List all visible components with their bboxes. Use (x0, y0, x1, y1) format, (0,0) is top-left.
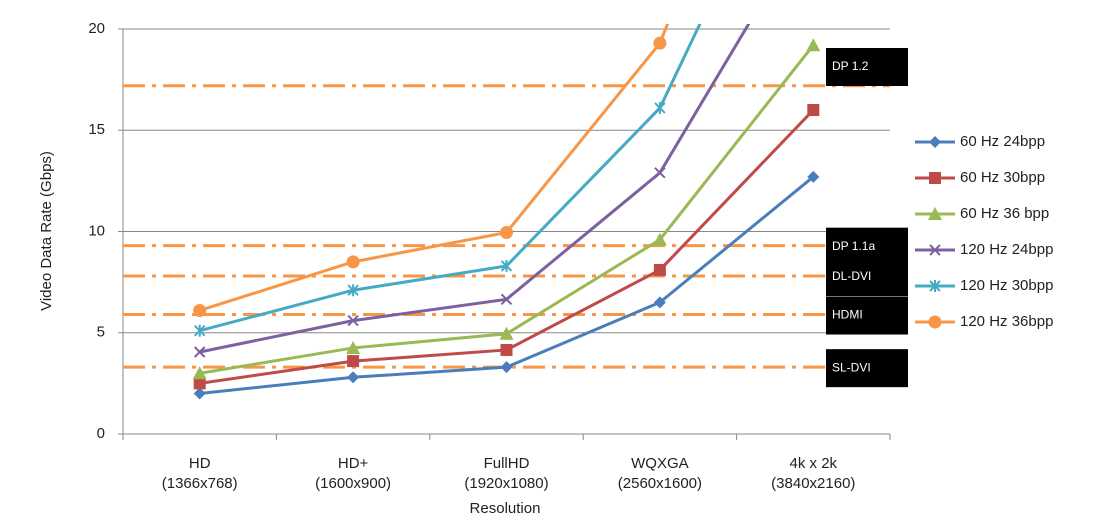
y-tick-label: 15 (88, 121, 105, 138)
x-tick-label: (1600x900) (315, 475, 391, 492)
reference-label-box (826, 296, 908, 335)
marker (500, 361, 513, 374)
legend-label: 60 Hz 36 bpp (960, 205, 1049, 222)
legend-label: 60 Hz 30bpp (960, 169, 1045, 186)
marker (193, 324, 206, 337)
reference-label-box (826, 349, 908, 388)
marker (500, 343, 513, 356)
x-tick-label: HD (189, 455, 211, 472)
marker (346, 255, 360, 269)
marker (347, 314, 359, 327)
marker (499, 326, 514, 340)
marker (806, 38, 821, 52)
marker (807, 104, 820, 116)
marker (193, 387, 206, 400)
series-line (199, 44, 815, 375)
marker (500, 293, 513, 306)
marker (347, 355, 360, 368)
legend-marker (929, 172, 941, 184)
legend-label: 120 Hz 36bpp (960, 313, 1053, 330)
x-tick-label: FullHD (484, 455, 530, 472)
marker (654, 101, 666, 114)
marker (193, 346, 206, 358)
x-tick-label: HD+ (338, 455, 369, 472)
y-axis-title: Video Data Rate (Gbps) (38, 151, 55, 311)
marker (347, 371, 360, 384)
reference-label: HDMI (832, 308, 863, 322)
reference-label: DP 1.2 (832, 59, 869, 73)
reference-label-box (826, 258, 908, 297)
marker (653, 36, 667, 50)
marker (807, 170, 820, 183)
legend-label: 120 Hz 24bpp (960, 241, 1053, 258)
marker (653, 263, 666, 276)
marker (652, 232, 667, 246)
marker (193, 377, 206, 390)
marker (500, 226, 513, 240)
reference-label: DL-DVI (832, 269, 871, 283)
reference-label: SL-DVI (832, 360, 871, 374)
x-tick-label: (2560x1600) (618, 475, 702, 492)
legend-marker (928, 207, 942, 220)
y-tick-label: 10 (88, 222, 105, 239)
legend-marker (928, 315, 942, 329)
reference-label-box (826, 48, 908, 86)
plot-area (192, 24, 821, 400)
legend-label: 120 Hz 30bpp (960, 277, 1053, 294)
legend-label: 60 Hz 24bpp (960, 133, 1045, 150)
legend-marker (929, 280, 941, 292)
marker (500, 259, 513, 272)
x-tick-label: WQXGA (631, 455, 689, 472)
y-tick-label: 0 (97, 425, 105, 442)
y-tick-label: 20 (88, 20, 105, 37)
marker (192, 366, 207, 380)
legend-marker (929, 136, 941, 148)
marker (347, 284, 359, 297)
marker (346, 340, 361, 354)
y-tick-label: 5 (97, 324, 105, 341)
x-tick-label: (1920x1080) (464, 475, 548, 492)
legend-marker (929, 244, 941, 256)
marker (193, 303, 207, 317)
x-axis-title: Resolution (470, 500, 541, 517)
marker (653, 296, 666, 309)
reference-label: DP 1.1a (832, 239, 875, 253)
x-tick-label: (1366x768) (162, 475, 238, 492)
series-line (199, 175, 815, 395)
marker (654, 167, 666, 179)
x-tick-label: (3840x2160) (771, 475, 855, 492)
x-tick-label: 4k x 2k (790, 455, 838, 472)
